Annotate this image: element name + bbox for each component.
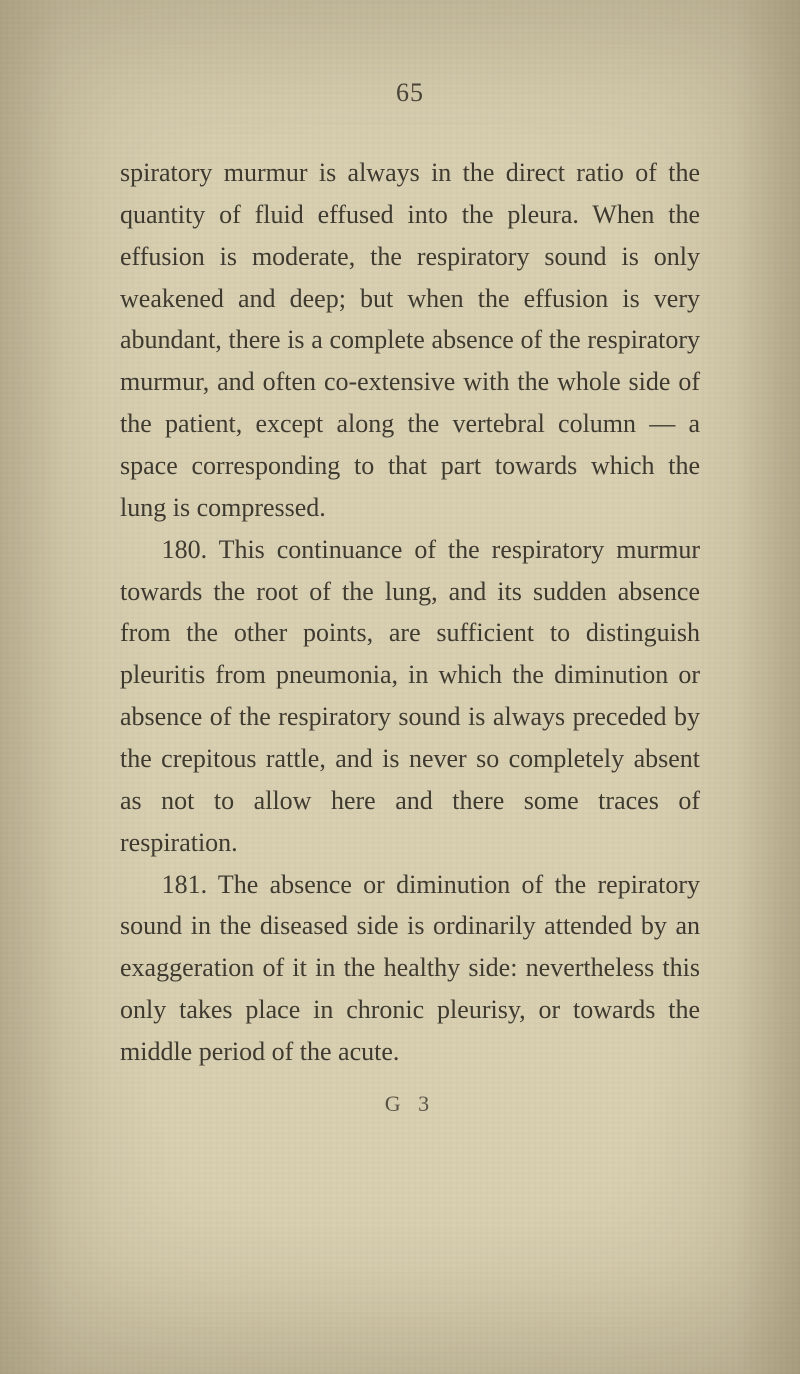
body-text: spiratory murmur is always in the direct…: [120, 152, 700, 1073]
signature-mark: G 3: [120, 1091, 700, 1117]
page-number: 65: [120, 78, 700, 108]
paragraph: 180. This continuance of the respiratory…: [120, 529, 700, 864]
paragraph: spiratory murmur is always in the direct…: [120, 152, 700, 529]
scanned-page: 65 spiratory murmur is always in the dir…: [0, 0, 800, 1374]
paragraph: 181. The absence or diminution of the re…: [120, 864, 700, 1073]
